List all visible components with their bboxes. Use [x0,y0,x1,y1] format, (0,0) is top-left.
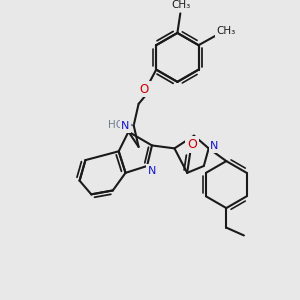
Text: N: N [210,141,219,152]
Text: O: O [140,83,149,96]
Text: CH₃: CH₃ [172,0,191,10]
Text: N: N [148,166,156,176]
Text: CH₃: CH₃ [216,26,236,35]
Text: O: O [187,138,197,151]
Text: HO: HO [108,120,124,130]
Text: N: N [122,121,130,131]
